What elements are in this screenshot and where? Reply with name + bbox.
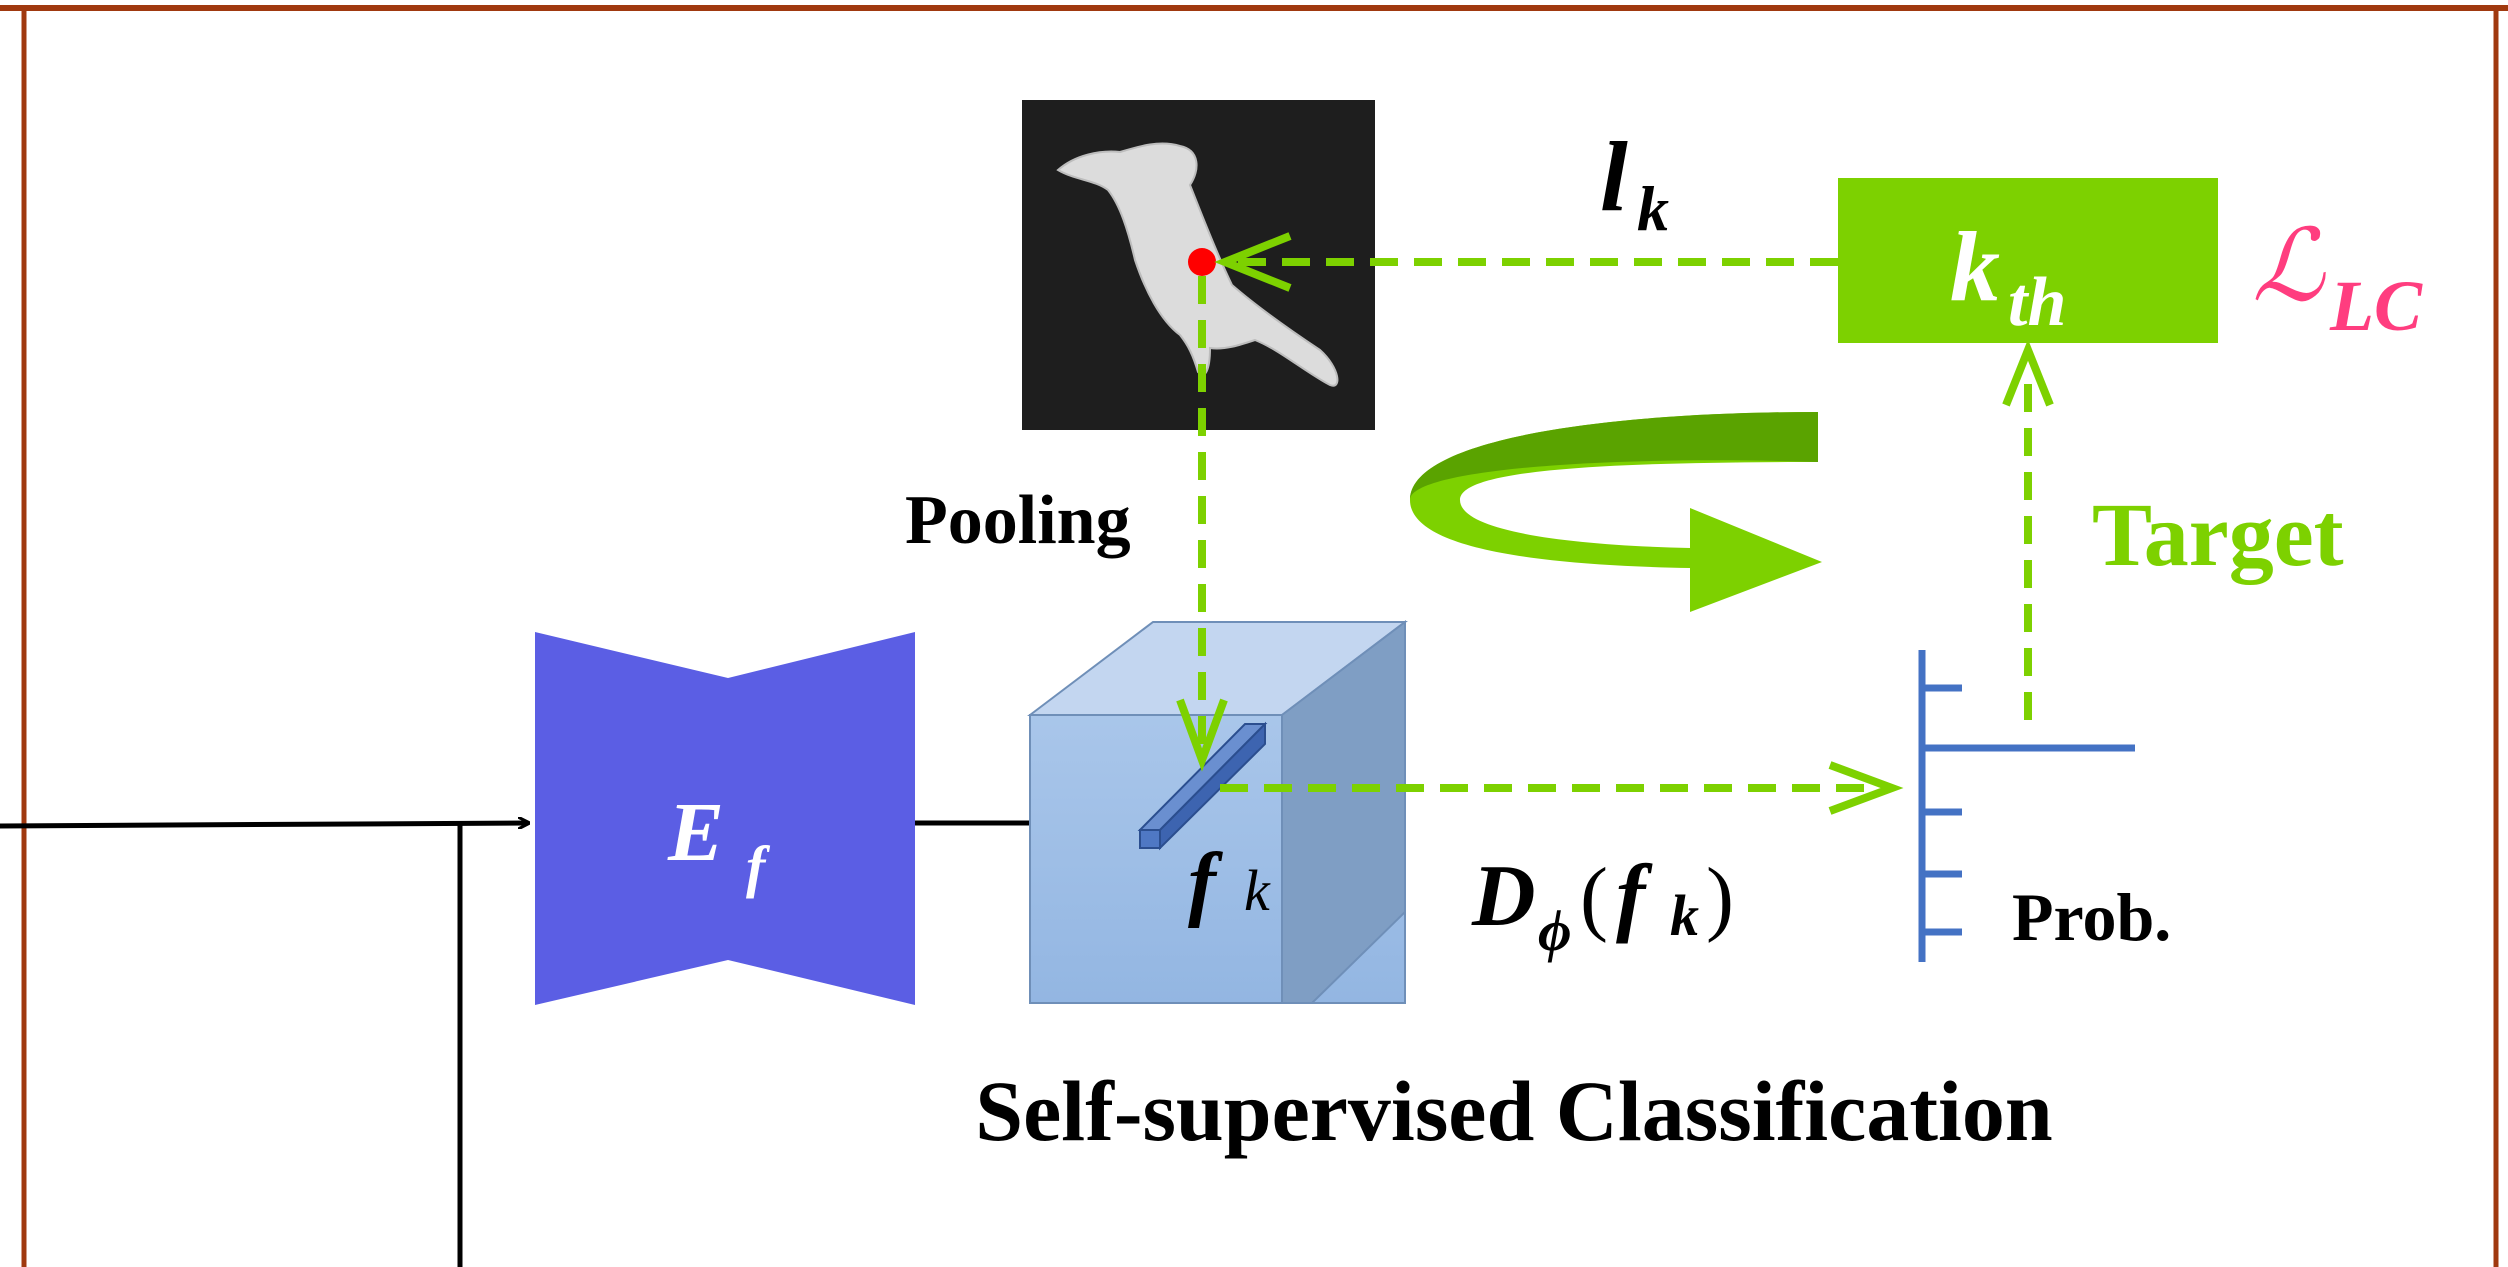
- input-connector: [0, 823, 528, 1267]
- svg-text:k: k: [1670, 883, 1699, 948]
- loss-label: ℒ: [2252, 211, 2326, 322]
- kth-box: k th: [1838, 178, 2218, 343]
- keypoint-dot: [1188, 248, 1216, 276]
- svg-text:ϕ: ϕ: [1538, 898, 1572, 963]
- svg-text:f: f: [1616, 848, 1653, 945]
- loss-subscript: LC: [2329, 266, 2423, 346]
- encoder-label: E: [667, 786, 724, 879]
- kth-subscript: th: [2008, 264, 2066, 341]
- feature-cube: f k: [1027, 619, 1408, 1004]
- discriminator-label: D ϕ ( f k ): [1471, 848, 1734, 963]
- target-arrow: [2002, 339, 2054, 720]
- svg-text:(: (: [1580, 851, 1608, 944]
- svg-text:D: D: [1471, 848, 1536, 945]
- svg-text:): ): [1706, 851, 1734, 944]
- feature-vector-bar: [1137, 721, 1268, 851]
- prob-label: Prob.: [2012, 879, 2171, 955]
- encoder-block: E f: [535, 632, 915, 1005]
- label-lk: l: [1600, 121, 1628, 232]
- circular-arrow-icon: [1410, 412, 1822, 612]
- pooling-arrow: [1176, 276, 1228, 772]
- probability-axis: [1918, 650, 2135, 962]
- outer-frame: [0, 5, 2508, 1267]
- diagram-caption: Self-supervised Classification: [975, 1063, 2052, 1159]
- label-projection-arrow: [1214, 232, 1838, 292]
- discriminator-arrow: [1220, 761, 1904, 815]
- feature-subscript: k: [1244, 858, 1271, 923]
- pooling-label: Pooling: [905, 482, 1131, 559]
- target-label: Target: [2092, 486, 2344, 585]
- label-lk-subscript: k: [1637, 173, 1669, 244]
- keypoint-image: [1022, 100, 1375, 430]
- kth-label: k: [1950, 211, 2000, 322]
